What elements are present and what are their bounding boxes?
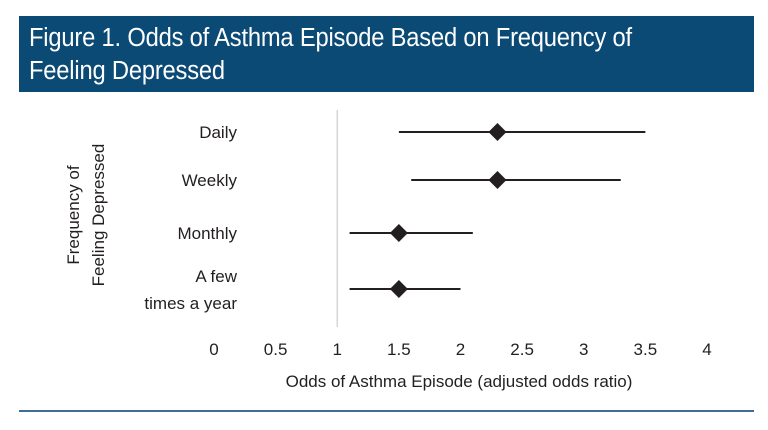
point-estimate-diamond [389,280,408,298]
x-tick-label: 0 [209,340,218,359]
category-label: Weekly [182,171,238,190]
category-labels: Daily Weekly Monthly A few times a year [144,123,237,313]
bottom-rule [19,410,754,412]
y-axis-label-line: Feeling Depressed [89,144,108,287]
plot-rows [349,123,646,298]
category-label: Daily [199,123,237,142]
chart-title: Figure 1. Odds of Asthma Episode Based o… [29,24,632,85]
x-tick-label: 0.5 [264,340,288,359]
title-bar: Figure 1. Odds of Asthma Episode Based o… [19,16,754,92]
point-estimate-diamond [389,224,408,242]
category-label: A few [195,267,237,286]
x-tick-label: 1 [333,340,342,359]
point-estimate-diamond [488,123,507,141]
y-axis-label-line: Frequency of [64,165,83,264]
y-axis-label: Frequency of Feeling Depressed [64,144,108,287]
x-tick-label: 1.5 [387,340,411,359]
category-label: times a year [144,294,237,313]
x-tick-label: 2 [456,340,465,359]
x-axis-label: Odds of Asthma Episode (adjusted odds ra… [286,372,633,391]
x-tick-label: 3 [579,340,588,359]
x-tick-label: 3.5 [634,340,658,359]
x-tick-labels: 0 0.5 1 1.5 2 2.5 3 3.5 4 [209,340,711,359]
category-label: Monthly [177,224,237,243]
x-tick-label: 2.5 [510,340,534,359]
x-tick-label: 4 [702,340,711,359]
point-estimate-diamond [488,171,507,189]
